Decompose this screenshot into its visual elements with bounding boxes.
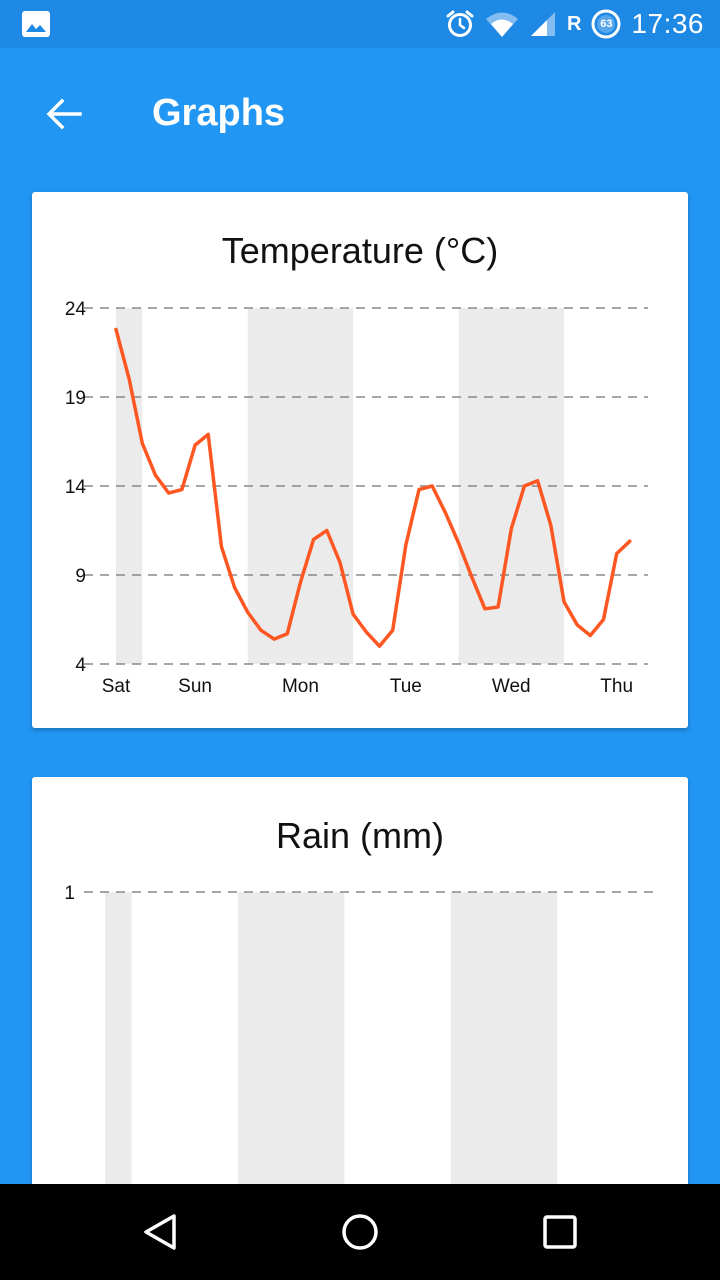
temperature-series-line [114, 327, 632, 648]
x-tick-label: Sun [178, 676, 212, 697]
battery-level: 63 [600, 18, 613, 30]
circle-home-icon [342, 1214, 378, 1250]
app-bar: Graphs [0, 48, 720, 176]
x-tick-label: Wed [492, 676, 531, 697]
image-icon [22, 11, 50, 37]
nav-home-button[interactable] [336, 1208, 384, 1256]
x-tick-label: Tue [390, 676, 422, 697]
temperature-card: Temperature (°C) 24 19 14 9 4 Sat Sun Mon Tue Wed… [32, 192, 688, 728]
wifi-icon [485, 12, 518, 37]
y-tick-label: 1 [64, 883, 75, 904]
y-tick-label: 19 [65, 388, 86, 409]
battery-icon: 63 [591, 9, 621, 39]
temperature-chart-title: Temperature (°C) [221, 230, 499, 271]
night-band [105, 892, 132, 1237]
y-tick-label: 24 [65, 299, 87, 320]
rain-chart-title: Rain (mm) [276, 815, 444, 856]
x-tick-label: Mon [282, 676, 319, 697]
rain-card: Rain (mm) 1 [32, 777, 688, 1237]
night-band [238, 892, 345, 1237]
nav-recents-button[interactable] [536, 1208, 584, 1256]
signal-icon [530, 12, 555, 36]
page-title: Graphs [152, 92, 286, 134]
rain-chart: 1 [64, 883, 658, 1237]
arrow-left-icon [46, 98, 82, 130]
nav-back-button[interactable] [136, 1208, 184, 1256]
x-tick-label: Thu [600, 676, 633, 697]
y-tick-label: 9 [75, 566, 86, 587]
alarm-icon [446, 10, 474, 37]
square-recents-icon [543, 1215, 577, 1249]
x-tick-label: Sat [102, 676, 131, 697]
status-bar: R 63 17:36 [0, 0, 720, 48]
y-tick-label: 4 [75, 655, 86, 676]
back-button[interactable] [40, 90, 88, 138]
y-tick-label: 14 [65, 477, 87, 498]
night-band [450, 892, 558, 1237]
temperature-chart: 24 19 14 9 4 Sat Sun Mon Tue Wed Thu [65, 299, 648, 697]
navigation-bar [0, 1184, 720, 1280]
roaming-indicator: R [566, 12, 582, 35]
triangle-back-icon [144, 1214, 176, 1250]
clock: 17:36 [631, 8, 704, 39]
